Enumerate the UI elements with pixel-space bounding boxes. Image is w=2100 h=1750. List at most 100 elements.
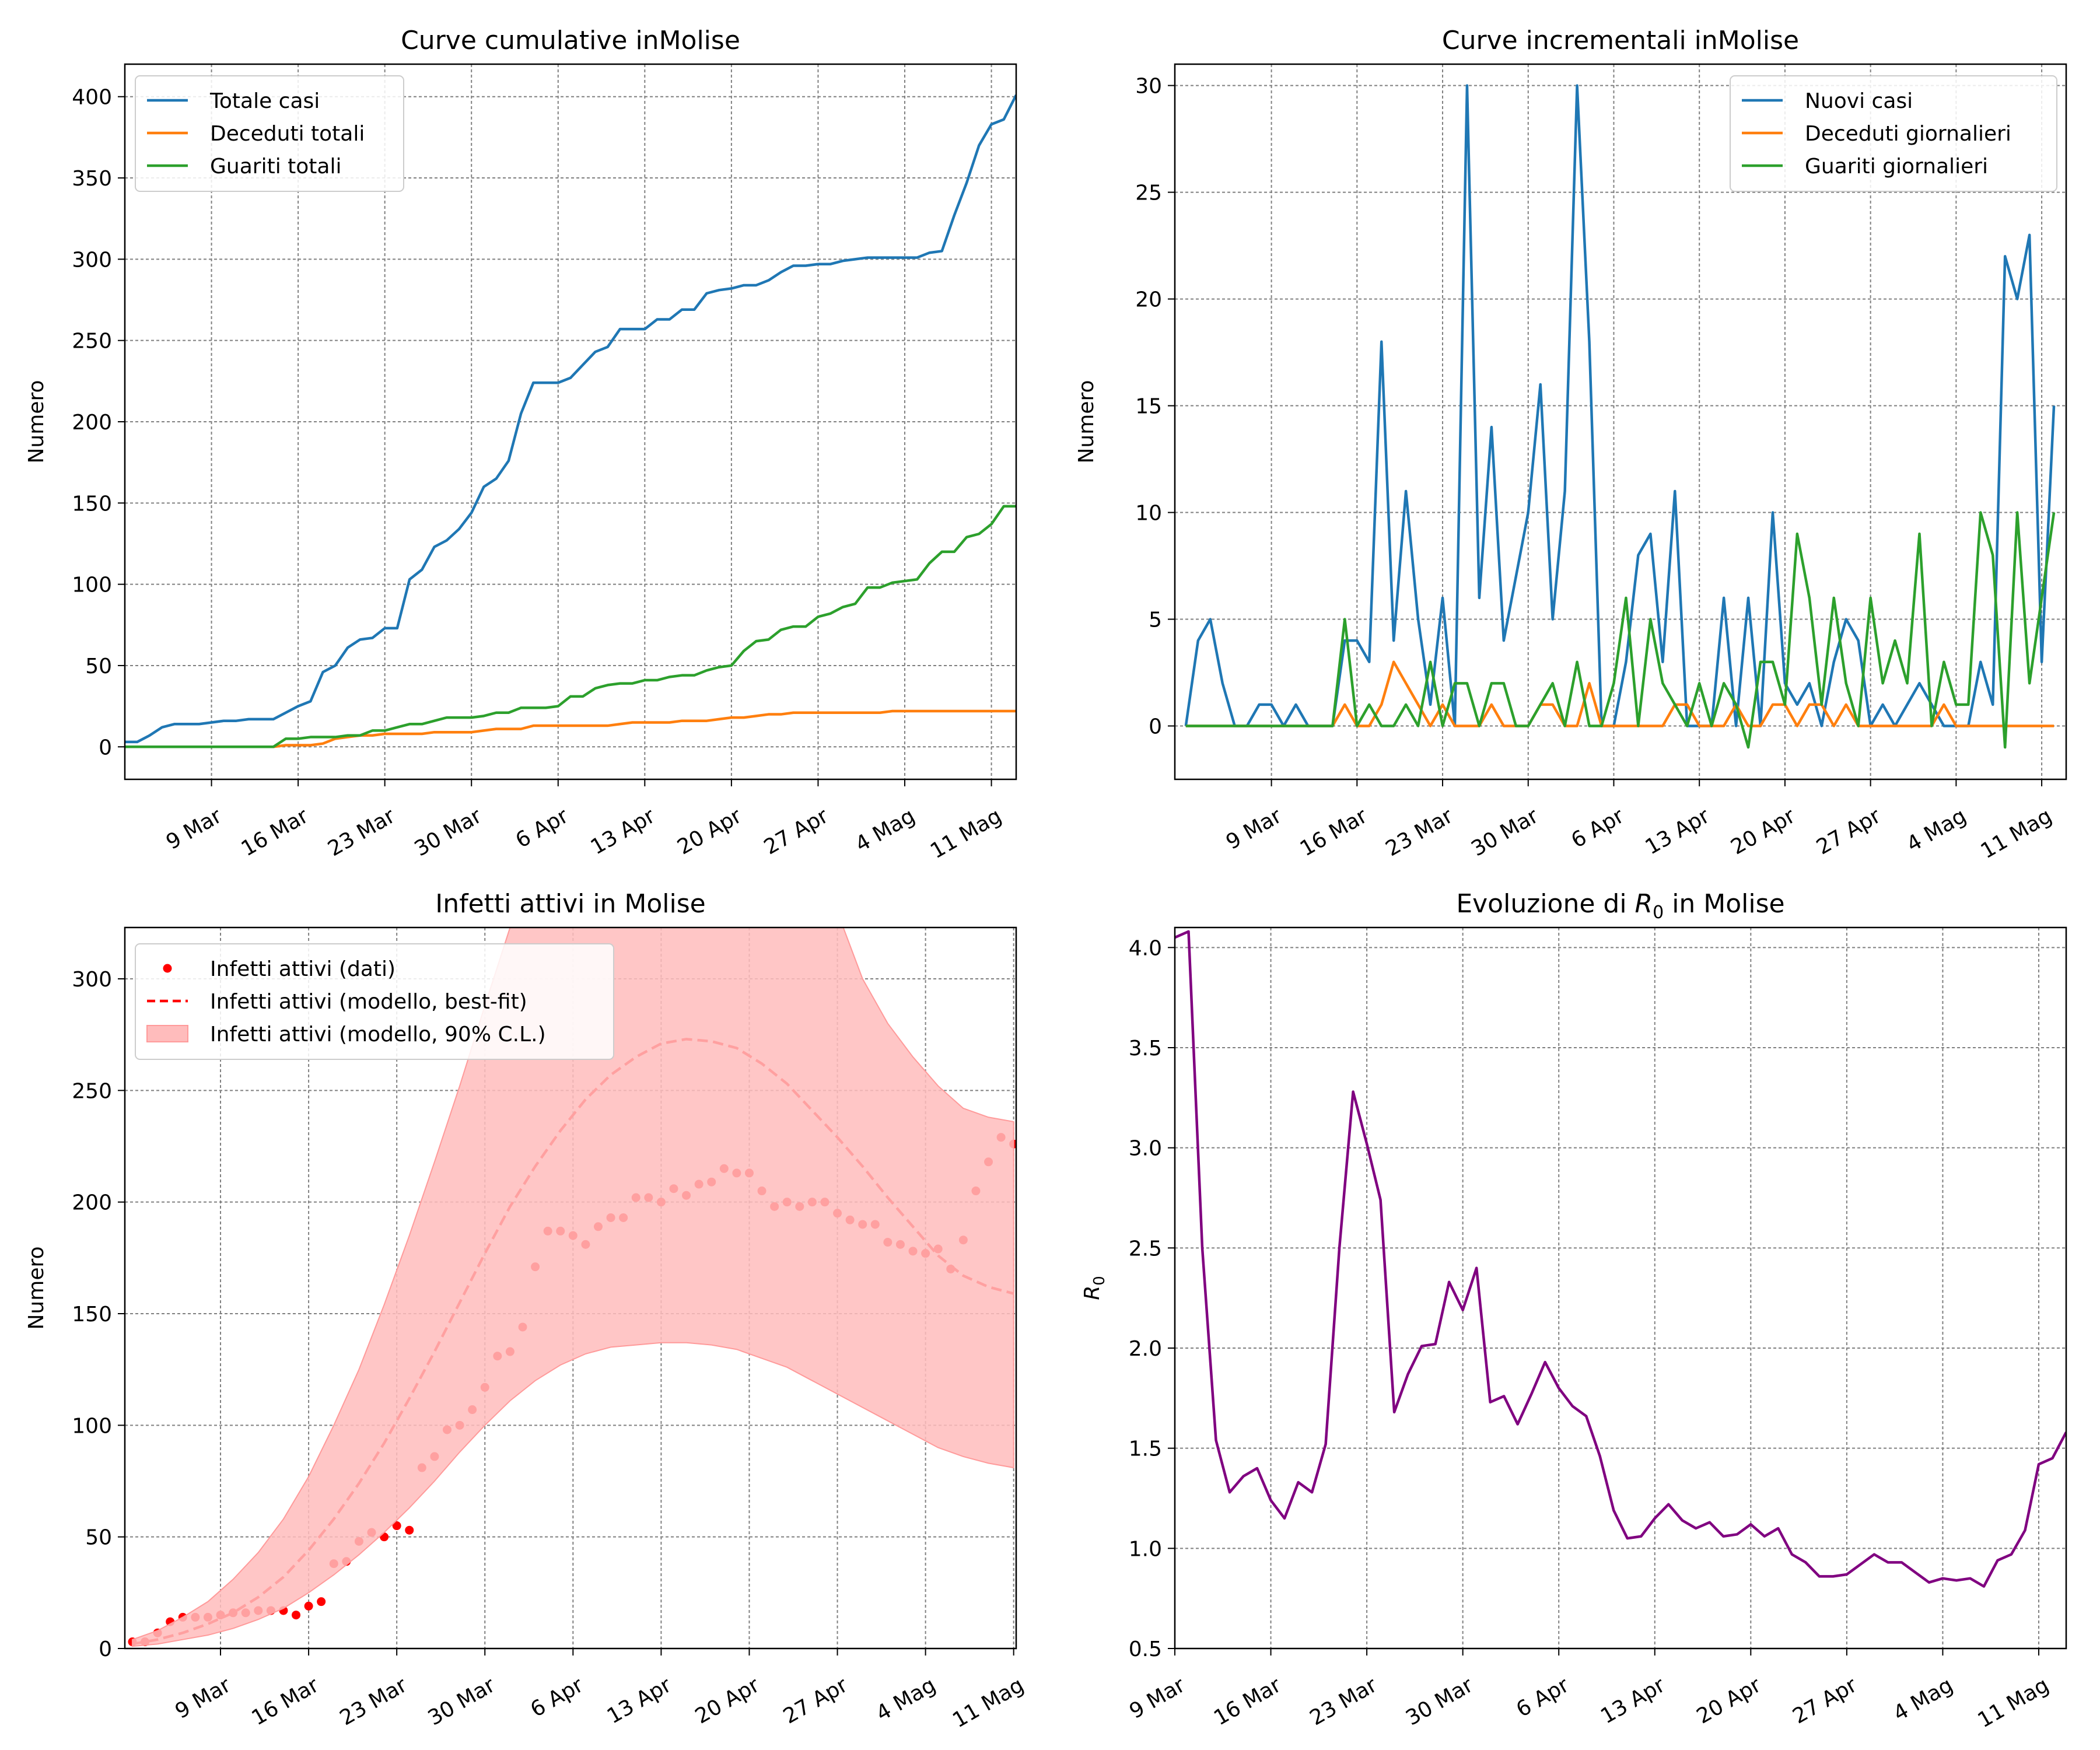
x-tick-label: 11 Mag bbox=[949, 1673, 1028, 1732]
chart-title: Infetti attivi in Molise bbox=[435, 889, 706, 919]
series-guariti-totali bbox=[125, 505, 1016, 748]
x-tick-label: 30 Mar bbox=[1402, 1673, 1477, 1730]
x-tick-label: 30 Mar bbox=[424, 1673, 499, 1730]
y-tick-label: 200 bbox=[72, 1191, 112, 1215]
y-tick-label: 250 bbox=[72, 1079, 112, 1103]
x-tick-label: 11 Mag bbox=[1974, 1673, 2053, 1732]
y-tick-label: 250 bbox=[72, 330, 112, 354]
x-tick-label: 30 Mar bbox=[1467, 804, 1542, 861]
data-point bbox=[304, 1601, 313, 1611]
y-tick-label: 0 bbox=[99, 1637, 112, 1661]
x-tick-label: 9 Mar bbox=[1222, 804, 1286, 855]
x-tick-label: 27 Apr bbox=[1812, 804, 1885, 859]
y-tick-label: 100 bbox=[72, 1414, 112, 1438]
legend-label: Guariti giornalieri bbox=[1805, 155, 1988, 178]
x-tick-label: 16 Mar bbox=[1210, 1673, 1285, 1730]
y-tick-label: 3.0 bbox=[1129, 1137, 1162, 1161]
series-area bbox=[1175, 930, 2066, 1588]
x-tick-label: 16 Mar bbox=[248, 1673, 323, 1730]
series-r0 bbox=[1175, 930, 2066, 1588]
ylabel-subscript: 0 bbox=[1091, 1276, 1108, 1286]
plot-frame bbox=[124, 926, 1017, 1650]
chart-title: Evoluzione di R0 in Molise bbox=[1456, 889, 1784, 923]
x-tick-label: 16 Mar bbox=[237, 804, 313, 861]
series-area bbox=[125, 94, 1016, 748]
plot-frame bbox=[1174, 63, 2067, 780]
x-tick-label: 13 Apr bbox=[587, 804, 659, 859]
x-tick-label: 27 Apr bbox=[1788, 1673, 1861, 1728]
x-tick-label: 13 Apr bbox=[1642, 804, 1714, 859]
legend-swatch bbox=[163, 964, 172, 973]
y-tick-label: 0 bbox=[99, 736, 112, 760]
x-tick-label: 6 Apr bbox=[1567, 804, 1628, 853]
series-infetti-attivi-modello-90-c-l bbox=[131, 928, 1014, 1647]
legend-label: Nuovi casi bbox=[1805, 89, 1913, 113]
legend-label: Totale casi bbox=[209, 89, 320, 113]
legend: Infetti attivi (dati) Infetti attivi (mod… bbox=[135, 943, 614, 1060]
x-tick-label: 11 Mag bbox=[1977, 804, 2056, 863]
data-point bbox=[317, 1597, 326, 1606]
y-tick-label: 350 bbox=[72, 167, 112, 191]
legend: Totale casi Deceduti totali Guariti totali bbox=[135, 75, 404, 192]
grid-lines bbox=[125, 64, 1016, 779]
data-point bbox=[292, 1611, 301, 1620]
legend-box bbox=[135, 943, 614, 1060]
x-tick-label: 23 Mar bbox=[336, 1673, 411, 1730]
x-tick-label: 9 Mar bbox=[162, 804, 226, 855]
x-tick-label: 4 Mag bbox=[872, 1673, 940, 1726]
legend-label: Deceduti giornalieri bbox=[1805, 122, 2011, 146]
x-tick-label: 4 Mag bbox=[1903, 804, 1971, 857]
x-tick-label: 20 Apr bbox=[673, 804, 746, 859]
y-tick-label: 3.5 bbox=[1129, 1037, 1162, 1060]
ylabel-symbol: R bbox=[1080, 1286, 1104, 1300]
legend-box bbox=[135, 75, 404, 192]
x-tick-label: 27 Apr bbox=[760, 804, 832, 859]
grid-lines bbox=[1174, 928, 2066, 1649]
x-tick-label: 9 Mar bbox=[171, 1673, 235, 1724]
y-axis-label: R0 bbox=[1080, 1276, 1108, 1300]
legend: Nuovi casi Deceduti giornalieri Guariti gi… bbox=[1730, 75, 2057, 192]
y-tick-label: 2.5 bbox=[1129, 1237, 1162, 1261]
x-tick-label: 27 Apr bbox=[779, 1673, 852, 1728]
legend-box bbox=[1730, 75, 2057, 192]
panel-cumulative: 9 Mar 16 Mar 23 Mar 30 Mar 6 Apr 13 Apr 20 Apr… bbox=[24, 26, 1017, 863]
x-tick-label: 23 Mar bbox=[1382, 804, 1457, 861]
x-tick-label: 30 Mar bbox=[411, 804, 486, 861]
y-tick-label: 300 bbox=[72, 248, 112, 272]
data-point bbox=[392, 1521, 401, 1531]
x-tick-label: 6 Apr bbox=[512, 804, 572, 853]
x-tick-label: 20 Apr bbox=[1693, 1673, 1765, 1728]
y-tick-label: 100 bbox=[72, 573, 112, 597]
x-tick-label: 9 Mar bbox=[1125, 1673, 1189, 1724]
data-point bbox=[405, 1525, 414, 1535]
title-symbol: R bbox=[1635, 889, 1653, 919]
y-tick-label: 1.5 bbox=[1129, 1437, 1162, 1461]
y-tick-label: 30 bbox=[1135, 75, 1162, 99]
x-tick-label: 6 Apr bbox=[1513, 1673, 1573, 1722]
x-tick-label: 16 Mar bbox=[1296, 804, 1371, 861]
legend-label: Infetti attivi (modello, 90% C.L.) bbox=[210, 1023, 546, 1046]
y-tick-label: 0.5 bbox=[1129, 1637, 1162, 1661]
y-tick-label: 150 bbox=[72, 1303, 112, 1326]
legend-label: Infetti attivi (dati) bbox=[210, 957, 396, 981]
y-axis-label: Numero bbox=[24, 1247, 48, 1330]
x-tick-label: 20 Apr bbox=[691, 1673, 764, 1728]
chart-title: Curve incrementali inMolise bbox=[1442, 26, 1799, 55]
legend-label: Deceduti totali bbox=[210, 122, 365, 146]
legend-swatch bbox=[146, 1025, 188, 1042]
y-tick-label: 10 bbox=[1135, 502, 1162, 526]
chart-title: Curve cumulative inMolise bbox=[401, 26, 740, 55]
x-tick-label: 6 Apr bbox=[527, 1673, 587, 1722]
y-tick-label: 4.0 bbox=[1129, 936, 1162, 960]
x-tick-label: 4 Mag bbox=[851, 804, 919, 857]
title-part: Evoluzione di bbox=[1456, 889, 1634, 919]
legend-label: Infetti attivi (modello, best-fit) bbox=[210, 990, 527, 1014]
x-tick-label: 23 Mar bbox=[1306, 1673, 1381, 1730]
y-tick-label: 200 bbox=[72, 411, 112, 435]
y-tick-label: 300 bbox=[72, 968, 112, 992]
panel-incremental: 9 Mar 16 Mar 23 Mar 30 Mar 6 Apr 13 Apr 20 Apr… bbox=[1074, 26, 2067, 863]
plot-frame bbox=[124, 63, 1017, 780]
y-tick-label: 1.0 bbox=[1129, 1537, 1162, 1561]
y-tick-label: 5 bbox=[1149, 608, 1162, 632]
